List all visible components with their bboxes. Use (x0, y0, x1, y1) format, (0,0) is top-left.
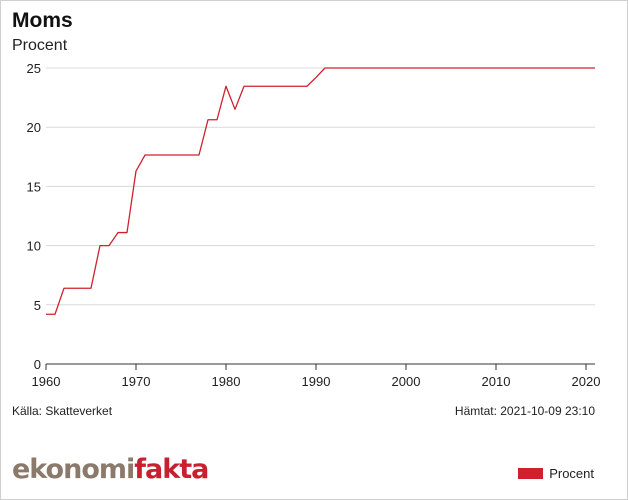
x-tick-label: 1970 (122, 374, 151, 389)
ekonomifakta-logo[interactable]: ekonomifakta (12, 454, 209, 485)
y-tick-label: 10 (27, 239, 41, 254)
x-tick-label: 2020 (572, 374, 601, 389)
x-axis-ticks: 1960 1970 1980 1990 2000 2010 2020 (32, 364, 601, 389)
x-tick-label: 2000 (392, 374, 421, 389)
y-axis-ticks: 0 5 10 15 20 25 (27, 61, 41, 372)
x-tick-label: 1960 (32, 374, 61, 389)
legend-swatch (518, 468, 544, 479)
x-tick-label: 2010 (482, 374, 511, 389)
series-group (46, 67, 595, 315)
source-label: Källa: Skatteverket (12, 404, 113, 418)
series-line-procent (46, 67, 595, 315)
grid-lines (46, 67, 595, 306)
line-chart: 0 5 10 15 20 25 1960 1970 1980 1990 2000 2010 2020 (27, 61, 601, 389)
x-tick-label: 1990 (302, 374, 331, 389)
y-tick-label: 0 (34, 357, 41, 372)
logo-text-part2: fakta (134, 454, 209, 485)
y-tick-label: 5 (34, 298, 41, 313)
y-tick-label: 20 (27, 120, 41, 135)
fetched-timestamp: Hämtat: 2021-10-09 23:10 (454, 404, 595, 418)
legend[interactable]: Procent (518, 466, 594, 481)
y-tick-label: 15 (27, 179, 41, 194)
chart-subtitle: Procent (12, 37, 68, 54)
logo-text-part1: ekonomi (12, 454, 135, 485)
chart-title: Moms (12, 9, 73, 32)
y-tick-label: 25 (27, 61, 41, 76)
legend-label: Procent (549, 466, 594, 481)
x-tick-label: 1980 (212, 374, 241, 389)
